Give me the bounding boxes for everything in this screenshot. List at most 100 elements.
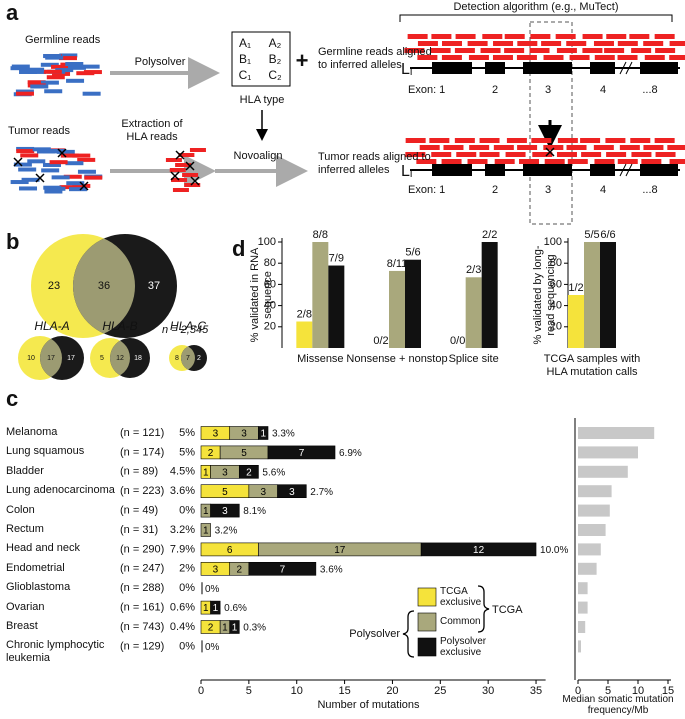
bar <box>465 277 482 348</box>
category-label: Lung squamous <box>6 445 85 458</box>
read <box>543 55 564 60</box>
read <box>644 55 665 60</box>
read <box>519 159 540 164</box>
exon-label: Exon: 1 <box>408 184 445 196</box>
read <box>594 55 615 60</box>
read <box>641 159 662 164</box>
n-label: (n = 247) <box>120 563 164 575</box>
dashed-box <box>529 21 573 225</box>
read <box>593 145 614 150</box>
x-tick-label: 30 <box>482 685 494 697</box>
venn-count: 37 <box>148 280 160 292</box>
read <box>606 152 627 157</box>
legend-bracket <box>477 585 490 633</box>
read <box>13 162 32 167</box>
read <box>189 148 206 152</box>
category-label: Endometrial <box>6 561 65 574</box>
segment-label: 1 <box>213 603 219 614</box>
polysolver-rate: 2.7% <box>310 487 333 498</box>
read <box>467 41 488 46</box>
hla-allele: B₂ <box>269 52 282 66</box>
venn-common <box>181 345 195 371</box>
label: Germline reads <box>25 34 101 46</box>
n-label: (n = 743) <box>120 621 164 633</box>
read <box>63 174 82 179</box>
exon-label: 2 <box>492 184 498 196</box>
bar <box>578 485 612 498</box>
venn-count: 12 <box>116 355 124 362</box>
x-axis-label: Median somatic mutation frequency/Mb <box>562 694 674 716</box>
read <box>419 145 440 150</box>
read <box>504 34 525 39</box>
segment-label: 5 <box>222 487 228 498</box>
read <box>654 34 675 39</box>
read <box>643 41 664 46</box>
bar-segment <box>229 620 240 634</box>
label: + <box>296 48 309 73</box>
legend-label: Polysolver exclusive <box>440 636 487 658</box>
read <box>20 153 39 158</box>
n-label: (n = 89) <box>120 466 158 478</box>
x-tick-label: 15 <box>338 685 350 697</box>
legend-group: Polysolver <box>349 628 400 640</box>
read <box>15 91 34 96</box>
read <box>532 152 553 157</box>
x-tick-label: Nonsense + nonstop <box>346 353 448 365</box>
label: Polysolver <box>135 56 186 68</box>
segment-label: 3 <box>289 487 295 498</box>
bar <box>578 621 586 633</box>
read <box>606 34 627 39</box>
venn-count: 7 <box>186 355 190 362</box>
value-label: 2/8 <box>297 308 312 320</box>
mutation-mark <box>175 150 185 160</box>
value-label: 5/6 <box>405 247 420 259</box>
y-tick-label: 40 <box>550 300 562 312</box>
read <box>617 55 638 60</box>
read <box>59 185 78 190</box>
value-label: 2/2 <box>482 229 497 241</box>
read <box>66 181 85 186</box>
bar <box>584 242 600 348</box>
n-label: (n = 290) <box>120 543 164 555</box>
read <box>21 177 40 182</box>
category-label: Colon <box>6 503 35 516</box>
read <box>18 167 37 172</box>
read <box>404 48 425 53</box>
label: Novoalign <box>234 150 283 162</box>
read <box>51 175 70 180</box>
exon-label: 4 <box>600 184 606 196</box>
read <box>631 152 652 157</box>
tcga-rate: 5% <box>179 427 195 439</box>
read <box>40 62 59 67</box>
read <box>169 168 186 172</box>
read <box>594 159 615 164</box>
category-label: Chronic lymphocytic leukemia <box>6 639 105 665</box>
bar <box>328 265 345 348</box>
segment-label: 3 <box>213 429 219 440</box>
label: Extraction of HLA reads <box>121 118 183 143</box>
read <box>65 62 84 67</box>
tcga-rate: 4.5% <box>170 466 195 478</box>
read <box>479 152 500 157</box>
read <box>492 55 513 60</box>
panel-label: a <box>6 0 19 25</box>
polysolver-rate: 3.6% <box>320 564 343 575</box>
panel-label: d <box>232 236 245 261</box>
bar-segment <box>420 542 537 557</box>
x-tick-label: 10 <box>291 685 303 697</box>
x-tick-label: 0 <box>198 685 204 697</box>
read <box>580 138 601 143</box>
read <box>566 41 587 46</box>
hla-box <box>231 31 291 87</box>
read <box>441 55 462 60</box>
bar-segment <box>210 600 221 615</box>
read <box>655 152 676 157</box>
bar <box>405 259 421 348</box>
read <box>669 159 685 164</box>
x-tick-label: 25 <box>434 685 446 697</box>
exon-label: 2 <box>492 84 498 96</box>
read <box>45 55 64 60</box>
break-mark <box>619 163 633 177</box>
read <box>431 152 452 157</box>
hla-allele: A₂ <box>269 36 282 50</box>
